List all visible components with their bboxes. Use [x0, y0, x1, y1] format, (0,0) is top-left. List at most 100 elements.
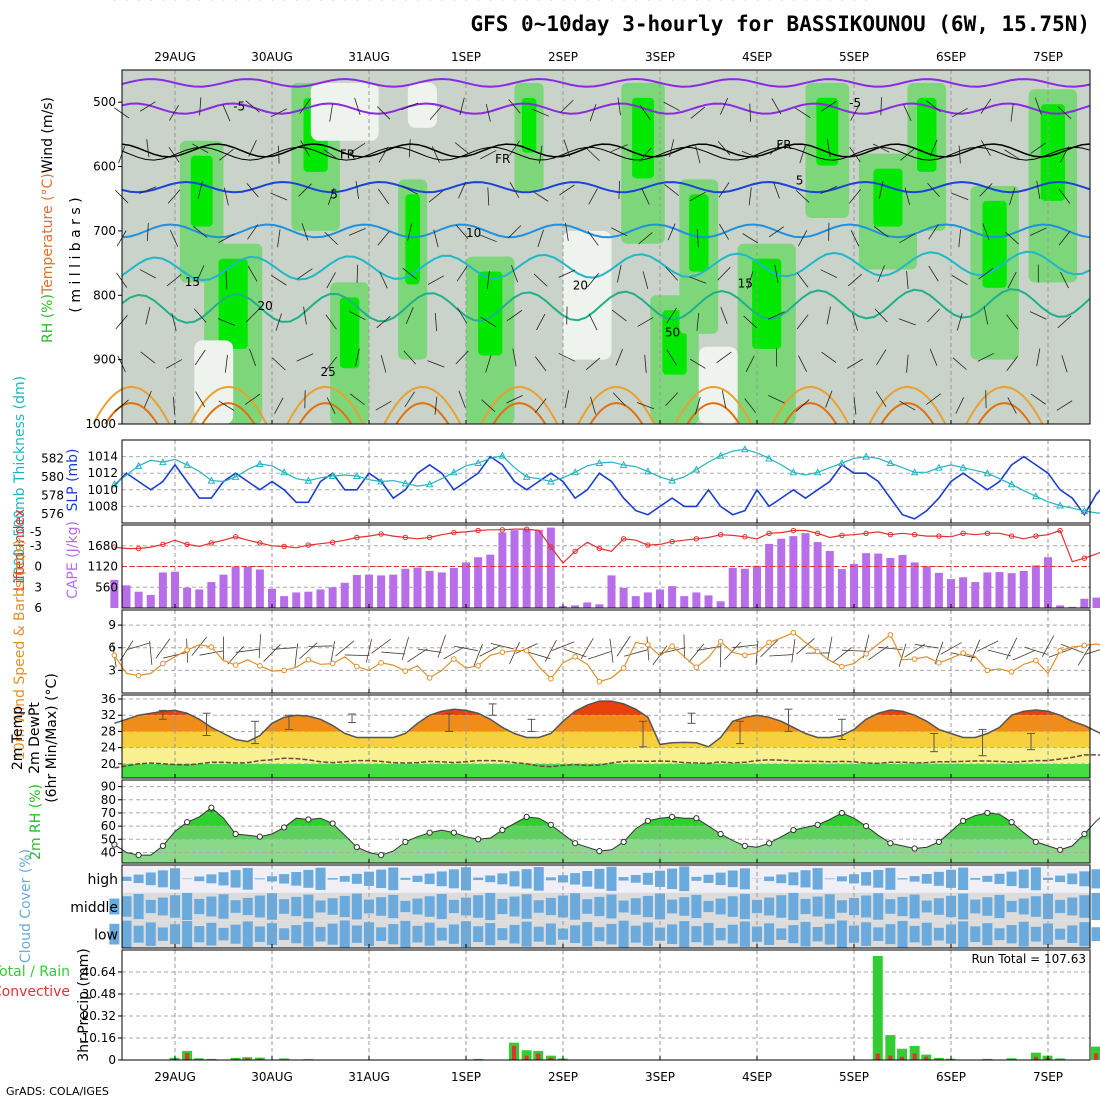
upper-wind-barb: [616, 264, 622, 283]
upper-wind-barb: [664, 184, 679, 196]
upper-wind-barb: [720, 306, 728, 325]
upper-wind-barb: [1030, 393, 1046, 405]
cloud-cover-bar: [339, 875, 350, 882]
wind10m-barb: [878, 646, 903, 651]
wind-speed-marker: [839, 663, 845, 670]
wind10m-barb: [769, 654, 794, 657]
wind10m-barb: [365, 638, 373, 663]
contour-25c: [383, 386, 462, 425]
temp-ylabel: (6hr Min/Max) (°C): [44, 673, 60, 803]
precip-total-bar: [193, 1058, 204, 1060]
upper-wind-barb: [1036, 180, 1041, 199]
cape-bar: [449, 567, 458, 608]
wind10m-barb: [544, 639, 557, 662]
cape-bar: [656, 589, 664, 608]
rh-marker: [741, 842, 748, 849]
precip-convective-bar: [1094, 1053, 1099, 1060]
contour-label: 5: [796, 173, 804, 187]
wind10m-barb: [371, 638, 392, 654]
lifted-index-ylabel: Lifted Index: [12, 509, 28, 591]
thickness-marker: [474, 459, 482, 467]
temp-tick-label: 24: [101, 741, 116, 755]
cloud-cover-bar: [279, 899, 290, 914]
cape-bar: [474, 557, 483, 608]
cloud-cover-bar: [182, 920, 193, 948]
upper-wind-barb: [955, 397, 965, 414]
upper-wind-barb: [928, 265, 939, 282]
cloud-cover-bar: [582, 922, 593, 947]
contour-25c: [868, 386, 947, 425]
precip-convective-bar: [900, 1056, 905, 1060]
wind10m-barb: [335, 640, 355, 657]
upper-wind-barb: [192, 143, 209, 153]
upper-wind-barb: [880, 97, 882, 116]
upper-wind-barb: [825, 390, 833, 408]
cape-bar: [280, 596, 289, 608]
cloud-cover-bar: [1055, 899, 1066, 914]
cloud-cover-bar: [667, 899, 678, 914]
thickness-tick-label: 580: [41, 470, 64, 484]
cloud-cover-bar: [824, 878, 835, 880]
cloud-cover-bar: [703, 874, 714, 883]
contour-25c: [965, 386, 1044, 425]
cloud-cover-bar: [533, 900, 544, 913]
slp-line: [113, 455, 1100, 520]
upper-wind-barb: [171, 313, 177, 331]
upper-wind-barb: [224, 354, 228, 373]
thickness-marker: [935, 463, 943, 471]
thickness-tick-label: 578: [41, 488, 64, 502]
cloud-cover-bar: [655, 927, 665, 941]
wind-speed-marker: [475, 663, 481, 669]
upper-wind-barb: [586, 357, 601, 371]
cloud-cover-bar: [461, 897, 471, 916]
cape-bar: [413, 567, 422, 608]
rh-band: [122, 839, 1090, 863]
cloud-cover-bar: [982, 897, 993, 916]
precip-total-bar: [1006, 1058, 1017, 1060]
lifted-index-marker: [620, 536, 627, 542]
upper-wind-barb: [587, 272, 600, 288]
cape-bar: [462, 562, 470, 608]
temp-tick-label: 28: [101, 724, 116, 738]
cloud-cover-bar: [351, 893, 362, 920]
upper-wind-barb: [407, 223, 413, 241]
wind10m-barb: [437, 634, 446, 658]
upper-wind-barb: [298, 183, 312, 197]
wind-speed-marker: [281, 667, 287, 674]
upper-wind-barb: [170, 230, 179, 247]
cloud-cover-bar: [412, 875, 423, 882]
lifted-index-marker: [184, 541, 190, 548]
upper-wind-barb: [196, 265, 205, 283]
rh-marker: [644, 817, 651, 824]
contour-label: 10: [466, 226, 481, 240]
upper-wind-barb: [929, 139, 938, 157]
wind10m-barb: [868, 645, 889, 661]
cape-bar: [171, 571, 179, 608]
cloud-cover-bar: [461, 921, 471, 948]
cloud-cover-bar: [157, 897, 168, 916]
cloud-cover-bar: [497, 898, 508, 915]
thickness-marker: [256, 459, 264, 467]
upper-wind-barb: [509, 140, 520, 156]
cape-bar: [983, 572, 992, 608]
upper-wind-barb: [876, 349, 887, 366]
thickness-marker: [183, 460, 191, 468]
rh-patch-saturated: [218, 258, 248, 349]
cloud-cover-bar: [994, 894, 1005, 919]
rh-tick-label: 40: [101, 845, 116, 859]
wind10m-barb: [381, 651, 406, 655]
cloud-cover-bar: [327, 923, 338, 945]
cloud-cover-bar: [958, 921, 969, 948]
cloud-cover-bar: [921, 900, 932, 913]
upper-wind-barb: [719, 97, 729, 115]
cloud-cover-bar: [194, 876, 205, 882]
cloud-cover-bar: [824, 923, 835, 945]
precip-convective-bar: [233, 1058, 238, 1060]
rh-marker: [256, 833, 263, 840]
cape-bar: [971, 582, 980, 608]
thickness-marker: [280, 468, 288, 476]
upper-wind-barb: [980, 98, 992, 114]
upper-wind-barb: [507, 225, 522, 239]
upper-wind-barb: [458, 390, 466, 408]
wind-speed-marker: [329, 660, 336, 667]
